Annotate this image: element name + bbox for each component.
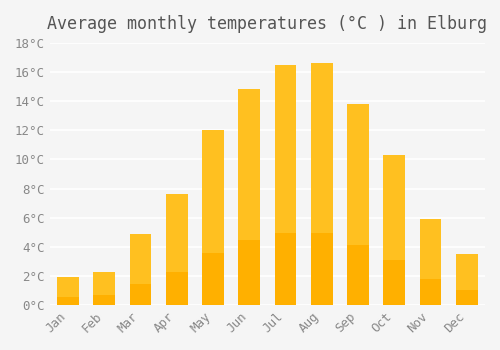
Bar (166, 272, 188, 305)
Bar (94, 295, 115, 305)
Bar (456, 254, 477, 305)
Bar (311, 232, 332, 305)
Bar (420, 279, 442, 305)
Bar (238, 90, 260, 305)
Bar (130, 234, 152, 305)
Bar (57, 297, 79, 305)
Bar (384, 260, 405, 305)
Bar (166, 194, 188, 305)
Bar (384, 155, 405, 305)
Bar (202, 130, 224, 305)
Bar (202, 253, 224, 305)
Bar (347, 104, 369, 305)
Bar (130, 284, 152, 305)
Bar (420, 219, 442, 305)
Bar (274, 233, 296, 305)
Title: Average monthly temperatures (°C ) in Elburg: Average monthly temperatures (°C ) in El… (48, 15, 488, 33)
Bar (57, 277, 79, 305)
Bar (274, 65, 296, 305)
Bar (456, 290, 477, 305)
Bar (347, 245, 369, 305)
Bar (94, 272, 115, 305)
Bar (238, 240, 260, 305)
Bar (311, 63, 332, 305)
